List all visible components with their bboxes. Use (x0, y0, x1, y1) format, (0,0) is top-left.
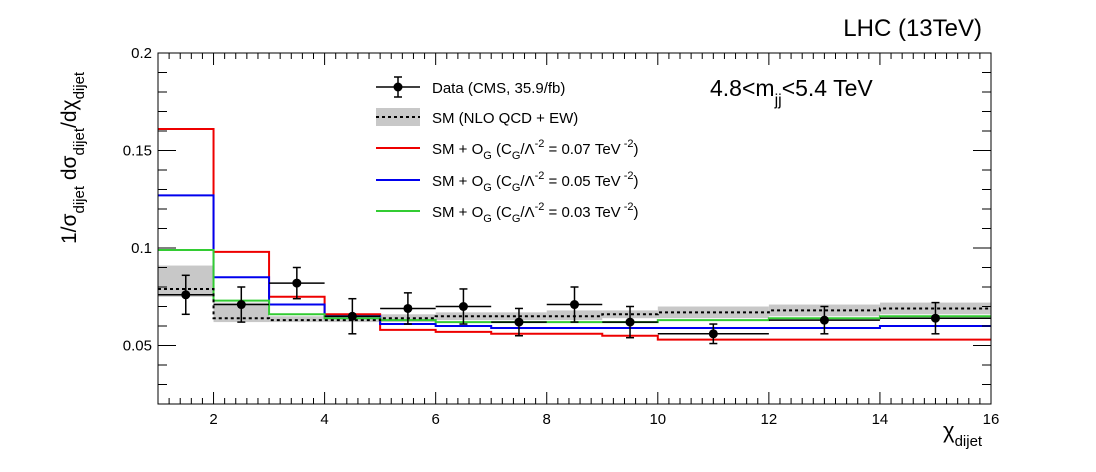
chart-title: LHC (13TeV) (843, 15, 982, 42)
sm-central-line (158, 287, 991, 322)
x-tick-label: 16 (983, 411, 1000, 428)
data-point (269, 266, 325, 300)
x-tick-label: 6 (431, 411, 439, 428)
legend-entry-green: SM + OG (CG/Λ-2 = 0.03 TeV -2) (376, 201, 639, 225)
x-tick-label: 8 (543, 411, 551, 428)
series-line-blue (158, 194, 991, 329)
data-point (657, 323, 769, 345)
data-point (324, 297, 381, 335)
mass-window-label: 4.8<mjj<5.4 TeV (710, 75, 873, 109)
x-axis-label: χdijet (943, 418, 983, 450)
y-tick-label: 0.15 (123, 143, 152, 160)
x-tick-label: 10 (649, 411, 666, 428)
plot-frame (157, 52, 992, 405)
data-marker (514, 317, 524, 327)
legend-entry-red: SM + OG (CG/Λ-2 = 0.07 TeV -2) (376, 138, 639, 162)
legend-label-red: SM + OG (CG/Λ-2 = 0.07 TeV -2) (432, 138, 639, 162)
legend-label-sm: SM (NLO QCD + EW) (432, 110, 578, 127)
legend-entry-sm: SM (NLO QCD + EW) (376, 108, 578, 127)
y-axis-label: 1/σdijet dσdijet/dχdijet (58, 71, 88, 244)
data-marker (292, 278, 302, 288)
data-point (435, 288, 492, 325)
data-point (546, 286, 603, 323)
x-tick-label: 2 (209, 411, 217, 428)
series-line-green (158, 248, 991, 324)
data-marker (708, 329, 718, 339)
data-marker (625, 317, 635, 327)
data-marker (930, 313, 940, 323)
legend-marker-data (393, 82, 403, 92)
legend-label-data: Data (CMS, 35.9/fb) (432, 80, 565, 97)
data-marker (347, 311, 357, 321)
data-marker (403, 303, 413, 313)
x-tick-label: 14 (872, 411, 889, 428)
series-line-red (158, 128, 991, 341)
data-point (602, 305, 658, 339)
data-point (768, 305, 880, 335)
legend: Data (CMS, 35.9/fb) SM (NLO QCD + EW) SM… (376, 76, 639, 225)
data-marker (458, 302, 468, 311)
x-tick-label: 12 (761, 411, 778, 428)
data-point (158, 274, 214, 316)
data-marker (819, 315, 829, 325)
data-marker (181, 290, 191, 300)
x-tick-label: 4 (320, 411, 328, 428)
data-point (380, 292, 436, 325)
y-tick-label: 0.1 (131, 240, 152, 257)
legend-entry-data: Data (CMS, 35.9/fb) (376, 76, 565, 98)
legend-label-green: SM + OG (CG/Λ-2 = 0.03 TeV -2) (432, 201, 639, 225)
legend-entry-blue: SM + OG (CG/Λ-2 = 0.05 TeV -2) (376, 170, 639, 194)
data-point (491, 307, 547, 337)
data-point (879, 301, 991, 335)
y-tick-label: 0.05 (123, 338, 152, 355)
y-tick-label: 0.2 (131, 45, 152, 62)
legend-label-blue: SM + OG (CG/Λ-2 = 0.05 TeV -2) (432, 170, 639, 194)
data-marker (570, 300, 579, 310)
data-point (213, 286, 270, 323)
data-marker (236, 300, 246, 310)
